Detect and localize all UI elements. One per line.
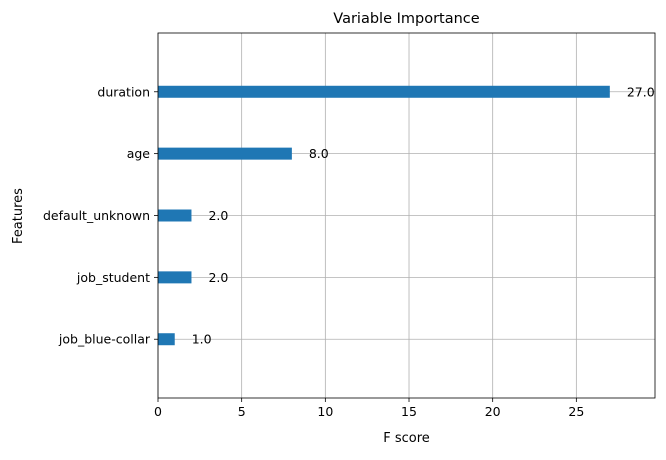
label-layer: 0 5 10 15 20 25 duration 27.0 age 8.0 default_unkn… — [43, 84, 655, 419]
y-tick-label: job_student — [76, 270, 150, 285]
x-tick-label: 15 — [401, 404, 417, 419]
bar-value-label: 8.0 — [309, 146, 329, 161]
bar-value-label: 27.0 — [627, 84, 655, 99]
bar-layer — [158, 85, 610, 346]
x-tick-label: 5 — [238, 404, 246, 419]
x-tick-label: 25 — [568, 404, 584, 419]
bar — [158, 85, 610, 98]
bar-value-label: 1.0 — [192, 332, 212, 347]
bar — [158, 147, 292, 160]
y-tick-label: default_unknown — [43, 208, 150, 223]
x-tick-label: 10 — [317, 404, 333, 419]
y-tick-label: age — [127, 146, 151, 161]
y-tick-label: job_blue-collar — [58, 332, 151, 347]
chart-title: Variable Importance — [333, 11, 479, 27]
bar — [158, 333, 175, 346]
x-axis-label: F score — [383, 431, 430, 446]
bar-value-label: 2.0 — [208, 208, 228, 223]
bar — [158, 271, 192, 284]
axes-layer — [154, 32, 656, 402]
bar-value-label: 2.0 — [208, 270, 228, 285]
bar — [158, 209, 192, 222]
y-axis-label: Features — [11, 188, 26, 244]
y-tick-label: duration — [97, 84, 150, 99]
x-tick-label: 20 — [485, 404, 501, 419]
x-tick-label: 0 — [154, 404, 162, 419]
